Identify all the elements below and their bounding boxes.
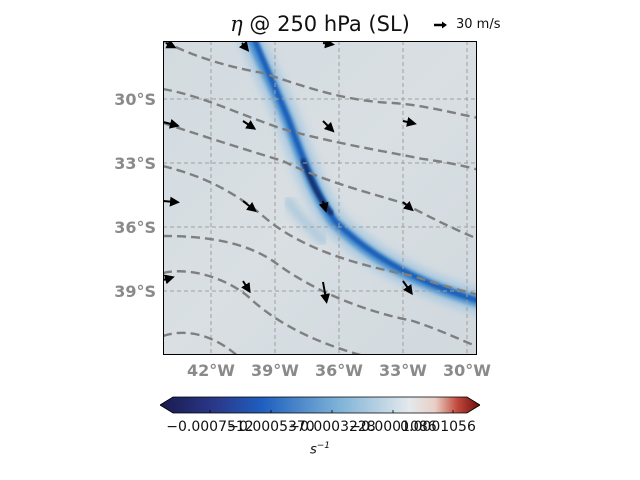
map-panel bbox=[163, 41, 477, 355]
lon-label-36w: 36°W bbox=[315, 361, 363, 380]
colorbar-tick-label: 0.0001056 bbox=[400, 419, 476, 435]
colorbar-unit-label: s−1 bbox=[300, 441, 340, 457]
lon-label-33w: 33°W bbox=[379, 361, 427, 380]
lat-label-30s: 30°S bbox=[114, 90, 156, 109]
wind-vectors bbox=[163, 41, 417, 304]
colorbar-tick-label: −0.0005370 bbox=[227, 419, 315, 435]
title-symbol: η bbox=[230, 12, 243, 36]
quiver-key-label: 30 m/s bbox=[456, 17, 501, 32]
lat-label-33s: 33°S bbox=[114, 154, 156, 173]
unit-base: s bbox=[309, 442, 317, 458]
unit-exponent: −1 bbox=[316, 441, 331, 451]
colorbar-tick-label: −0.0003228 bbox=[288, 419, 376, 435]
lon-label-39w: 39°W bbox=[251, 361, 299, 380]
vorticity-band bbox=[238, 41, 477, 315]
map-border bbox=[163, 41, 477, 355]
lon-label-30w: 30°W bbox=[443, 361, 491, 380]
lat-label-36s: 36°S bbox=[114, 218, 156, 237]
height-contours bbox=[163, 41, 477, 355]
colorbar-tick-label: −0.0007512 bbox=[166, 419, 254, 435]
title-text: @ 250 hPa (SL) bbox=[242, 12, 410, 36]
lat-label-39s: 39°S bbox=[114, 282, 156, 301]
colorbar-tick-label: −0.0001086 bbox=[349, 419, 437, 435]
quiver-key-arrow-icon bbox=[434, 21, 447, 29]
map-title: η @ 250 hPa (SL) bbox=[160, 12, 480, 36]
colorbar bbox=[160, 396, 480, 414]
lon-label-42w: 42°W bbox=[187, 361, 235, 380]
